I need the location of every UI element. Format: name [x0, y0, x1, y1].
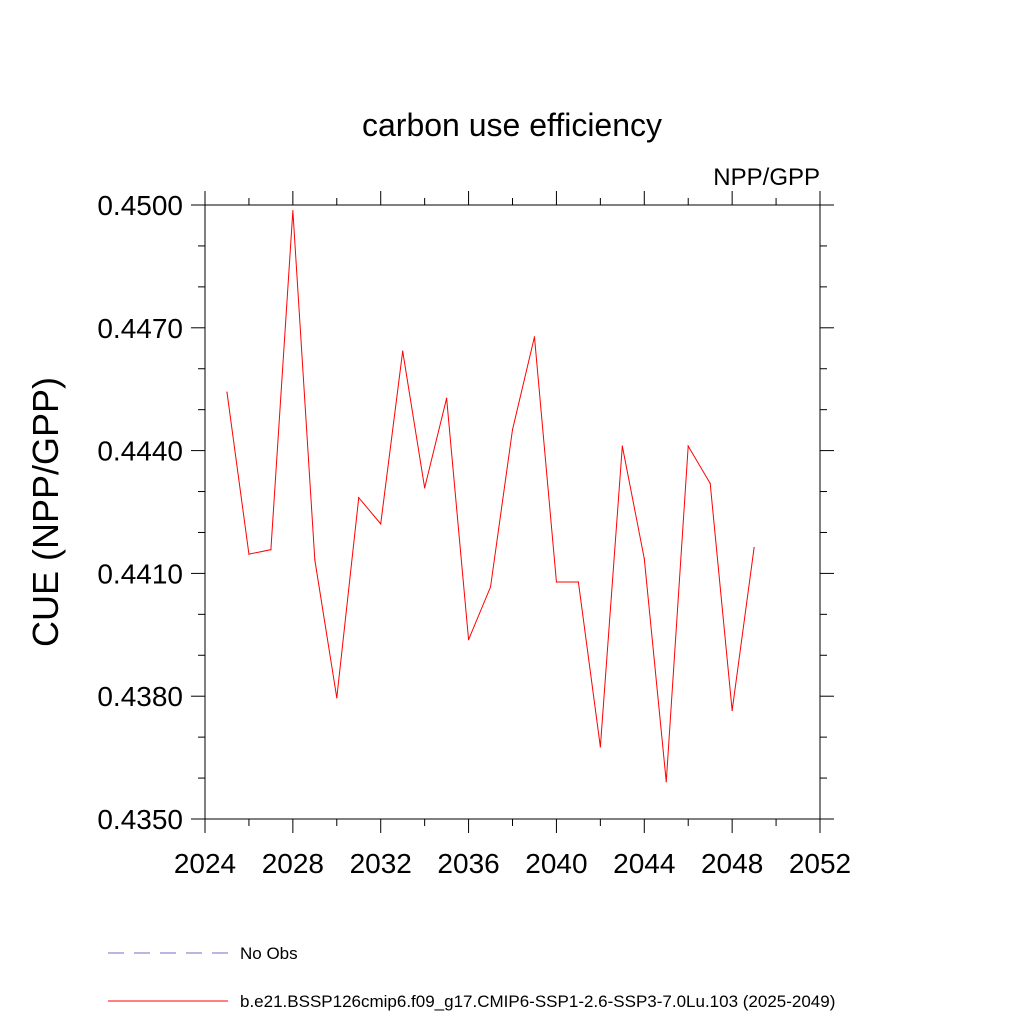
y-tick-label: 0.4440 — [97, 436, 183, 467]
data-point — [446, 397, 448, 399]
y-tick-label: 0.4500 — [97, 190, 183, 221]
legend-label-0: No Obs — [240, 944, 298, 963]
y-tick-label: 0.4470 — [97, 313, 183, 344]
y-axis-label: CUE (NPP/GPP) — [25, 377, 66, 647]
data-point — [314, 559, 316, 561]
x-tick-label: 2048 — [701, 848, 763, 879]
data-point — [555, 581, 558, 583]
data-point — [533, 336, 536, 338]
data-point — [336, 697, 338, 699]
x-tick-label: 2024 — [174, 848, 236, 879]
data-point — [731, 709, 733, 712]
series-group — [226, 210, 755, 783]
data-point — [226, 391, 228, 393]
y-tick-label: 0.4410 — [97, 558, 183, 589]
series-line-1 — [226, 210, 755, 782]
x-tick-label: 2032 — [350, 848, 412, 879]
y-tick-label: 0.4380 — [97, 681, 183, 712]
data-point — [709, 482, 711, 484]
plot-frame — [204, 204, 821, 820]
x-tick-label: 2028 — [262, 848, 324, 879]
data-point — [292, 210, 294, 212]
x-tick-label: 2052 — [789, 848, 851, 879]
data-point — [467, 639, 470, 641]
x-tick-label: 2036 — [437, 848, 499, 879]
data-point — [599, 746, 601, 748]
axes: 0.4350 0.4380 0.4410 0.4440 0.4470 0.4500 2024… — [97, 190, 851, 879]
data-point — [380, 523, 382, 525]
x-tick-label: 2040 — [525, 848, 587, 879]
data-point — [621, 445, 623, 447]
data-point — [270, 549, 272, 551]
chart-title: carbon use efficiency — [362, 107, 662, 143]
legend-label-1: b.e21.BSSP126cmip6.f09_g17.CMIP6-SSP1-2.… — [240, 992, 835, 1011]
data-point — [665, 781, 667, 783]
data-point — [489, 586, 492, 588]
data-point — [753, 547, 755, 549]
data-point — [358, 497, 360, 499]
data-point — [424, 487, 426, 489]
legend: No Obs b.e21.BSSP126cmip6.f09_g17.CMIP6-S… — [108, 944, 835, 1011]
data-point — [577, 581, 579, 583]
data-point — [248, 553, 250, 555]
chart-subtitle: NPP/GPP — [713, 164, 820, 191]
data-point — [687, 445, 689, 447]
data-point — [511, 429, 514, 431]
x-tick-label: 2044 — [613, 848, 675, 879]
data-point — [643, 558, 645, 560]
y-tick-label: 0.4350 — [97, 804, 183, 835]
data-point — [402, 350, 404, 352]
